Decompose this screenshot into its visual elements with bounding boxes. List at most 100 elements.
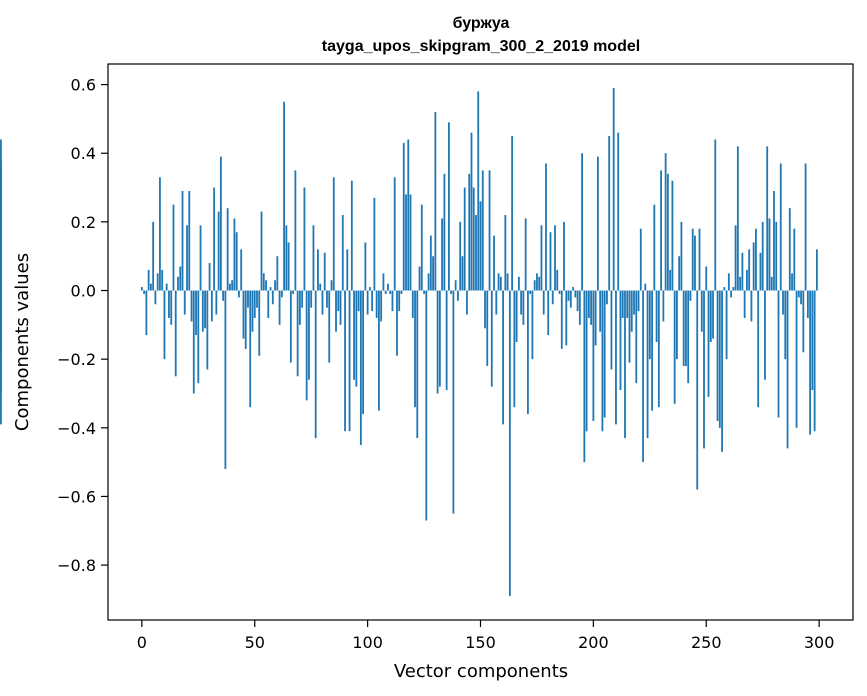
bar — [411, 290, 414, 318]
bar — [258, 290, 261, 356]
bar — [235, 232, 238, 291]
bar — [680, 221, 683, 291]
bar — [592, 290, 595, 421]
bar — [348, 290, 351, 432]
bar — [310, 290, 313, 308]
x-tick-label: 200 — [578, 633, 609, 652]
bar — [793, 228, 796, 291]
y-tick-label: 0.2 — [71, 213, 96, 232]
bar — [655, 290, 658, 342]
bar — [398, 290, 401, 312]
bar — [741, 252, 744, 291]
bar — [558, 290, 561, 294]
bar — [531, 290, 534, 360]
bar — [576, 290, 579, 312]
bar — [529, 290, 532, 294]
bar — [493, 235, 495, 291]
bar — [206, 290, 209, 370]
bar — [262, 273, 265, 291]
bar — [752, 242, 755, 291]
bar — [484, 290, 486, 329]
bar — [362, 290, 365, 415]
bar — [172, 204, 175, 291]
bar — [615, 290, 617, 425]
bar — [407, 139, 410, 291]
bar — [813, 290, 816, 432]
bar — [554, 225, 556, 291]
bar — [721, 290, 723, 452]
bar — [542, 290, 545, 315]
bar — [317, 249, 319, 291]
bar — [339, 290, 342, 325]
bar — [265, 280, 267, 291]
bar — [380, 290, 383, 322]
bar — [364, 242, 367, 291]
x-tick-label: 150 — [465, 633, 496, 652]
bar — [186, 225, 188, 291]
bar — [477, 91, 480, 291]
bar — [366, 290, 369, 315]
bar — [391, 290, 394, 312]
bar — [666, 173, 669, 291]
bar — [145, 290, 148, 336]
bar — [0, 290, 2, 339]
bar — [222, 290, 225, 301]
bar — [152, 221, 155, 291]
bar — [635, 290, 638, 384]
bar — [709, 290, 712, 342]
bar — [761, 221, 764, 291]
bar — [603, 290, 606, 418]
bar — [375, 290, 378, 318]
bar — [192, 290, 195, 394]
bar — [646, 290, 649, 439]
x-axis-label: Vector components — [394, 661, 568, 682]
bar — [436, 290, 439, 394]
bar — [387, 283, 389, 291]
bar — [621, 290, 624, 318]
bar — [287, 242, 290, 291]
bar — [330, 280, 333, 291]
bar — [154, 290, 157, 305]
bar — [565, 290, 568, 346]
bar — [716, 290, 719, 421]
bar — [210, 290, 213, 322]
bar — [337, 290, 340, 312]
bar — [669, 269, 672, 291]
bar — [213, 187, 216, 291]
bar — [346, 249, 349, 291]
bar — [707, 290, 710, 397]
bar — [797, 290, 800, 298]
bar — [217, 211, 220, 291]
bar — [420, 204, 423, 291]
bar — [533, 280, 536, 291]
bar — [815, 249, 818, 291]
bar — [226, 208, 229, 291]
chart-title-line1: буржуа — [453, 15, 510, 32]
bar — [619, 290, 622, 391]
bar — [179, 266, 182, 291]
bar — [168, 290, 170, 318]
bar — [617, 132, 620, 291]
bar — [466, 290, 468, 315]
bar — [644, 283, 647, 291]
bar — [197, 290, 200, 384]
bar — [732, 287, 735, 291]
bar — [511, 136, 514, 291]
bar — [231, 280, 234, 291]
bar — [488, 170, 491, 291]
bar — [795, 290, 798, 428]
bar — [689, 290, 692, 301]
bar — [240, 249, 243, 291]
bar — [190, 290, 193, 322]
bar — [242, 290, 245, 339]
bar — [454, 280, 457, 291]
bar — [648, 290, 651, 360]
bar — [560, 290, 563, 349]
bar — [657, 290, 660, 408]
bar — [730, 290, 732, 298]
bar — [441, 218, 444, 291]
bar — [685, 290, 687, 367]
x-tick-label: 250 — [691, 633, 722, 652]
bar — [479, 201, 482, 291]
bar — [551, 290, 554, 305]
